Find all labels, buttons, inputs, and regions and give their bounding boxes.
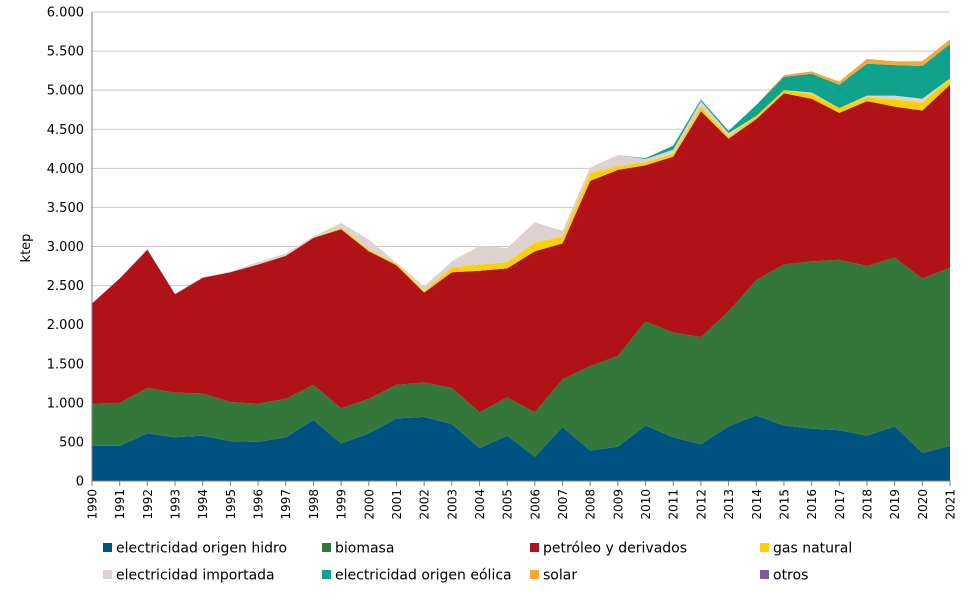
x-tick-label: 2001 xyxy=(390,489,404,520)
y-tick-label: 500 xyxy=(59,435,84,450)
y-tick-label: 1.000 xyxy=(47,396,84,411)
legend-swatch xyxy=(322,543,331,552)
x-tick-label: 1997 xyxy=(279,489,293,520)
area-electricidad-origen-hidro xyxy=(92,415,950,481)
x-tick-label: 2014 xyxy=(750,489,764,520)
y-tick-label: 5.500 xyxy=(47,45,84,60)
x-tick-label: 2019 xyxy=(888,489,902,520)
y-tick-labels: 0 500 1.000 1.500 2.000 2.500 3.000 3.500 4.000 4… xyxy=(47,6,84,490)
x-tick-label: 2002 xyxy=(418,489,432,520)
x-tick-label: 2006 xyxy=(528,489,542,520)
x-tick-label: 1995 xyxy=(224,489,238,520)
area-gas-natural xyxy=(92,78,950,304)
legend-item: petróleo y derivados xyxy=(530,541,687,557)
x-tick-label: 2000 xyxy=(362,489,376,520)
x-tick-label: 2004 xyxy=(473,489,487,520)
x-tick-label: 1992 xyxy=(141,489,155,520)
legend-label: gas natural xyxy=(773,541,852,557)
legend-item: solar xyxy=(530,568,577,584)
x-tick-label: 2005 xyxy=(501,489,515,520)
x-tick-label: 1998 xyxy=(307,489,321,520)
legend-item: biomasa xyxy=(322,541,394,557)
y-tick-label: 4.000 xyxy=(47,162,84,177)
x-tick-label: 2011 xyxy=(667,489,681,520)
x-tick-label: 2016 xyxy=(805,489,819,520)
x-tick-label: 1993 xyxy=(169,489,183,520)
x-tick-label: 2012 xyxy=(694,489,708,520)
y-tick-label: 5.000 xyxy=(47,84,84,99)
x-tick-label: 2009 xyxy=(611,489,625,520)
area-biomasa xyxy=(92,257,950,457)
legend-swatch xyxy=(760,570,769,579)
legend-item: otros xyxy=(760,568,808,584)
area-electricidad-origen-eolica xyxy=(92,44,950,304)
x-tick-label: 2020 xyxy=(916,489,930,520)
legend-swatch xyxy=(103,570,112,579)
x-tick-label: 2018 xyxy=(860,489,874,520)
area-series xyxy=(92,39,950,481)
y-tick-label: 1.500 xyxy=(47,357,84,372)
y-axis-label: ktep xyxy=(19,234,34,263)
legend-item: electricidad origen hidro xyxy=(103,541,287,557)
legend-swatch xyxy=(322,570,331,579)
legend-item: gas natural xyxy=(760,541,852,557)
legend-swatch xyxy=(530,543,539,552)
y-tick-label: 2.000 xyxy=(47,318,84,333)
y-tick-label: 0 xyxy=(76,475,84,490)
x-tick-label: 2007 xyxy=(556,489,570,520)
x-tick-label: 2008 xyxy=(584,489,598,520)
x-tick-label: 2021 xyxy=(944,489,958,520)
legend-label: solar xyxy=(543,568,577,584)
x-tick-label: 2010 xyxy=(639,489,653,520)
legend-label: otros xyxy=(773,568,808,584)
legend-label: electricidad origen hidro xyxy=(116,541,287,557)
y-tick-label: 2.500 xyxy=(47,279,84,294)
legend-label: electricidad importada xyxy=(116,568,275,584)
legend-swatch xyxy=(103,543,112,552)
y-tick-label: 6.000 xyxy=(47,6,84,21)
axes xyxy=(91,12,951,486)
x-tick-label: 1991 xyxy=(113,489,127,520)
y-tick-label: 3.500 xyxy=(47,201,84,216)
x-tick-label: 2013 xyxy=(722,489,736,520)
y-tick-label: 4.500 xyxy=(47,123,84,138)
legend-label: petróleo y derivados xyxy=(543,541,687,557)
x-tick-label: 1990 xyxy=(86,489,100,520)
x-tick-label: 1994 xyxy=(196,489,210,520)
legend-swatch xyxy=(760,543,769,552)
legend-item: electricidad origen eólica xyxy=(322,568,512,584)
x-tick-label: 2015 xyxy=(777,489,791,520)
legend: electricidad origen hidro biomasa petróleo… xyxy=(103,541,852,584)
x-tick-label: 1996 xyxy=(252,489,266,520)
x-tick-label: 2003 xyxy=(445,489,459,520)
legend-label: biomasa xyxy=(335,541,394,557)
legend-swatch xyxy=(530,570,539,579)
x-tick-label: 2017 xyxy=(833,489,847,520)
y-tick-label: 3.000 xyxy=(47,240,84,255)
legend-label: electricidad origen eólica xyxy=(335,568,512,584)
legend-item: electricidad importada xyxy=(103,568,275,584)
x-tick-label: 1999 xyxy=(335,489,349,520)
area-petroleo-y-derivados xyxy=(92,84,950,413)
x-tick-labels: 1990 1991 1992 1993 1994 1995 1996 1997 1998 1999… xyxy=(86,489,958,520)
